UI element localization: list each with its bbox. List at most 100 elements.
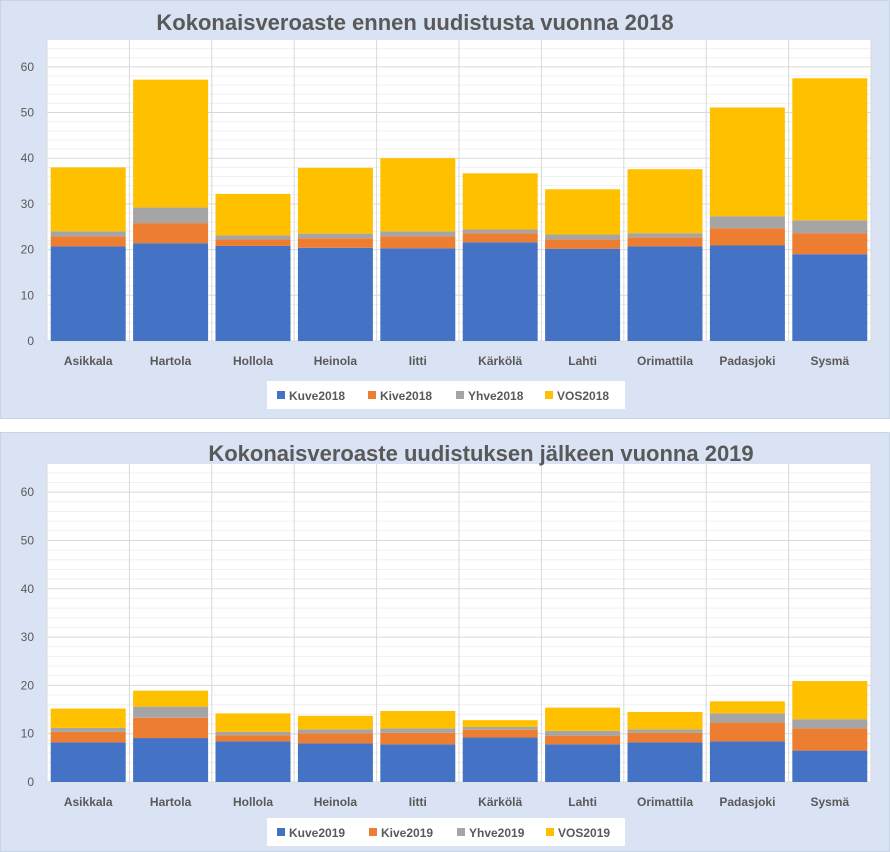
- bar-segment: [545, 189, 621, 235]
- bar-segment: [462, 229, 538, 234]
- bar-segment: [380, 744, 456, 782]
- bar-segment: [133, 79, 209, 208]
- legend-swatch: [456, 391, 464, 399]
- bar-segment: [50, 731, 126, 743]
- bar-segment: [462, 737, 538, 782]
- chart-2018: 0 10 20 30 40 50 60 Asikkala Hartola Hollola Heino…: [21, 10, 872, 409]
- legend-swatch: [546, 828, 554, 836]
- legend-swatch: [457, 828, 465, 836]
- bar-segment: [792, 750, 868, 782]
- bar-segment: [297, 247, 373, 341]
- y-tick-label: 20: [21, 243, 35, 257]
- bar-segment: [462, 729, 538, 738]
- legend-swatch: [369, 828, 377, 836]
- bar-segment: [297, 729, 373, 734]
- bar-segment: [627, 169, 703, 234]
- y-tick-label: 10: [21, 288, 35, 302]
- bar-segment: [215, 735, 291, 742]
- bar-segment: [709, 228, 785, 246]
- bar-segment: [462, 233, 538, 243]
- bar-segment: [709, 722, 785, 742]
- bar-segment: [380, 710, 456, 729]
- legend-swatch: [545, 391, 553, 399]
- bar-segment: [545, 234, 621, 240]
- bar-segment: [545, 744, 621, 782]
- legend-swatch: [368, 391, 376, 399]
- y-tick-label: 0: [27, 334, 34, 348]
- legend-label: Yhve2018: [468, 389, 524, 403]
- y-tick-label: 0: [27, 775, 34, 789]
- y-tick-label: 10: [21, 727, 35, 741]
- bar-segment: [380, 158, 456, 232]
- y-tick-label: 50: [21, 106, 35, 120]
- bar-segment: [50, 231, 126, 237]
- y-tick-label: 50: [21, 533, 35, 547]
- bar-segment: [709, 245, 785, 341]
- legend-label: VOS2019: [558, 826, 610, 840]
- x-tick-label: Sysmä: [810, 354, 849, 368]
- bar-segment: [380, 728, 456, 733]
- bar-segment: [133, 706, 209, 718]
- y-tick-label: 40: [21, 151, 35, 165]
- bar-segment: [297, 733, 373, 744]
- bar-segment: [709, 701, 785, 714]
- bar-segment: [627, 729, 703, 733]
- x-tick-label: Iitti: [409, 354, 427, 368]
- chart-panel-2019: 0 10 20 30 40 50 60 Asikkala Hartola Hollola Heino…: [0, 432, 890, 852]
- x-tick-label: Kärkölä: [478, 354, 522, 368]
- x-tick-label: Hollola: [233, 354, 273, 368]
- bar-segment: [215, 193, 291, 236]
- bar-segment: [50, 167, 126, 232]
- x-tick-label: Hartola: [150, 795, 192, 809]
- bar-segment: [627, 711, 703, 730]
- x-tick-label: Lahti: [568, 795, 597, 809]
- x-tick-label: Kärkölä: [478, 795, 522, 809]
- bar-segment: [792, 233, 868, 255]
- bar-segment: [709, 741, 785, 782]
- bar-segment: [792, 78, 868, 221]
- bar-segment: [627, 237, 703, 247]
- bar-segment: [545, 239, 621, 249]
- x-tick-label: Heinola: [314, 354, 358, 368]
- legend: [267, 818, 625, 846]
- bar-segment: [462, 242, 538, 341]
- x-tick-label: Asikkala: [64, 354, 113, 368]
- bar-segment: [297, 233, 373, 239]
- bar-segment: [380, 231, 456, 237]
- x-tick-label: Padasjoki: [719, 795, 775, 809]
- bar-segment: [133, 738, 209, 782]
- chart-2019: 0 10 20 30 40 50 60 Asikkala Hartola Hollola Heino…: [21, 441, 872, 846]
- x-tick-label: Iitti: [409, 795, 427, 809]
- bar-segment: [627, 246, 703, 341]
- bar-segment: [545, 735, 621, 745]
- legend-label: Yhve2019: [469, 826, 525, 840]
- bar-segment: [792, 681, 868, 720]
- x-tick-label: Asikkala: [64, 795, 113, 809]
- bar-segment: [50, 727, 126, 732]
- y-tick-label: 40: [21, 582, 35, 596]
- bar-segment: [215, 235, 291, 240]
- bar-segment: [133, 717, 209, 739]
- y-tick-label: 60: [21, 485, 35, 499]
- bar-segment: [380, 732, 456, 745]
- legend-label: Kuve2018: [289, 389, 345, 403]
- bar-segment: [215, 239, 291, 246]
- bar-segment: [545, 707, 621, 731]
- chart-title: Kokonaisveroaste uudistuksen jälkeen vuo…: [208, 441, 753, 466]
- bar-segment: [297, 743, 373, 782]
- legend-swatch: [277, 828, 285, 836]
- bar-segment: [709, 107, 785, 217]
- bar-segment: [50, 708, 126, 728]
- y-tick-label: 20: [21, 678, 35, 692]
- legend-label: Kuve2019: [289, 826, 345, 840]
- bar-segment: [215, 741, 291, 782]
- y-tick-label: 60: [21, 60, 35, 74]
- bar-segment: [792, 254, 868, 341]
- bar-segment: [462, 720, 538, 727]
- chart-title: Kokonaisveroaste ennen uudistusta vuonna…: [156, 10, 673, 35]
- bar-segment: [133, 223, 209, 244]
- bar-segment: [792, 728, 868, 751]
- y-tick-label: 30: [21, 630, 35, 644]
- x-tick-label: Orimattila: [637, 795, 693, 809]
- bar-segment: [380, 236, 456, 249]
